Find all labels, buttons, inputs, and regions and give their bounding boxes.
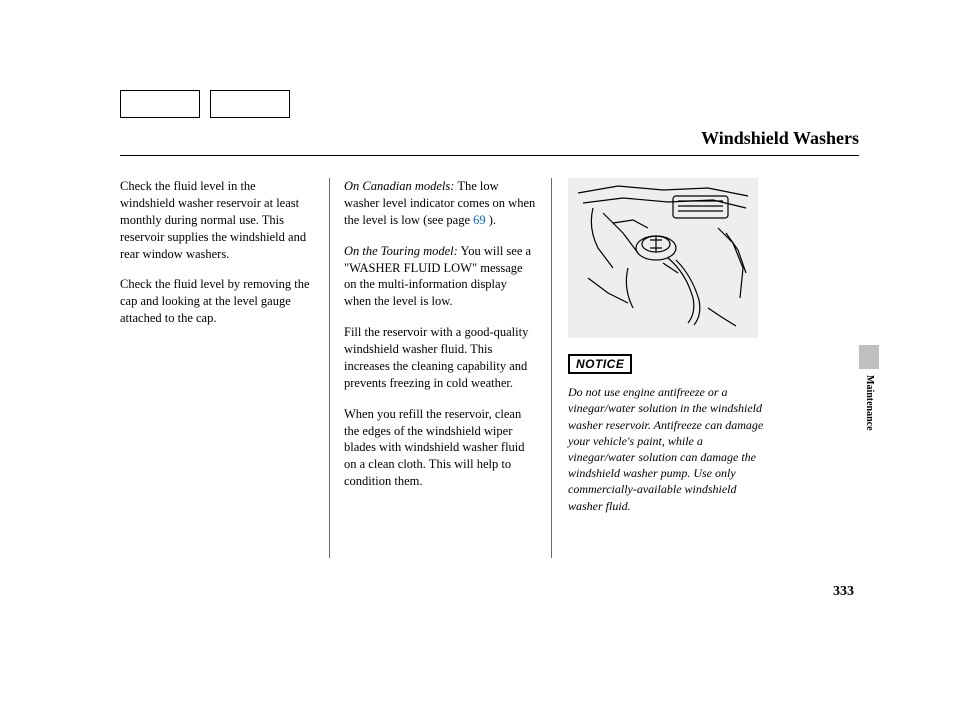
section-label: Maintenance [864, 375, 875, 431]
column-2: On Canadian models: The low washer level… [330, 178, 552, 558]
page-title: Windshield Washers [701, 128, 859, 149]
col2-para3: Fill the reservoir with a good-quality w… [344, 324, 537, 392]
notice-text: Do not use engine antifreeze or a vinega… [568, 384, 772, 514]
col1-para2: Check the fluid level by removing the ca… [120, 276, 311, 327]
page-link-69[interactable]: 69 [473, 213, 486, 227]
col2-p1-tail: ). [486, 213, 496, 227]
nav-button-next[interactable] [210, 90, 290, 118]
column-1: Check the fluid level in the windshield … [120, 178, 330, 558]
nav-button-prev[interactable] [120, 90, 200, 118]
col2-para4: When you refill the reservoir, clean the… [344, 406, 537, 490]
reservoir-diagram [568, 178, 758, 338]
col2-p1-lead: On Canadian models: [344, 179, 454, 193]
col1-para1: Check the fluid level in the windshield … [120, 178, 311, 262]
section-tab [859, 345, 879, 369]
column-3: NOTICE Do not use engine antifreeze or a… [552, 178, 772, 558]
page-number: 333 [833, 584, 854, 600]
engine-diagram-svg [568, 178, 758, 338]
col2-para1: On Canadian models: The low washer level… [344, 178, 537, 229]
title-row: Windshield Washers [120, 128, 859, 156]
manual-page: Windshield Washers Check the fluid level… [0, 0, 954, 710]
notice-label: NOTICE [568, 354, 632, 374]
nav-button-group [120, 90, 290, 118]
col2-p2-lead: On the Touring model: [344, 244, 458, 258]
content-columns: Check the fluid level in the windshield … [120, 178, 859, 558]
col2-para2: On the Touring model: You will see a "WA… [344, 243, 537, 311]
